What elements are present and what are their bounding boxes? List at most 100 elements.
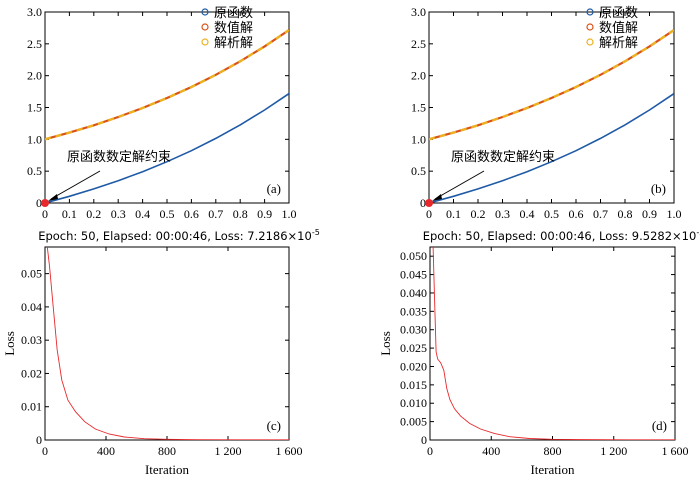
x-tick-label: 0 xyxy=(42,444,48,458)
y-tick-label: 0.020 xyxy=(400,359,427,373)
x-tick-label: 0.5 xyxy=(544,207,559,221)
y-tick-label: 0.015 xyxy=(400,378,427,392)
x-tick-label: 0 xyxy=(426,207,432,221)
axes-frame xyxy=(45,247,289,440)
legend-entry: 数值解 xyxy=(599,20,638,36)
x-tick-label: 0.7 xyxy=(208,207,223,221)
y-tick-label: 0 xyxy=(421,433,427,447)
x-tick-label: 0.3 xyxy=(111,207,126,221)
y-tick-label: 1.0 xyxy=(411,132,426,146)
y-tick-label: 2.0 xyxy=(27,69,42,83)
x-tick-label: 0.4 xyxy=(520,207,535,221)
y-tick-label: 2.5 xyxy=(27,37,42,51)
x-tick-label: 0.3 xyxy=(495,207,510,221)
panel-label: (d) xyxy=(652,418,667,433)
legend-entry: 原函数 xyxy=(214,6,253,21)
y-tick-label: 0.03 xyxy=(21,333,42,347)
y-tick-label: 0.050 xyxy=(400,249,427,263)
constraint-point xyxy=(425,199,433,207)
y-tick-label: 0.5 xyxy=(411,164,426,178)
legend-marker xyxy=(202,39,208,45)
panel-label: (b) xyxy=(651,181,666,196)
y-tick-label: 0.035 xyxy=(400,304,427,318)
y-tick-label: 3.0 xyxy=(411,5,426,19)
x-tick-label: 0.2 xyxy=(471,207,486,221)
y-axis-label: Loss xyxy=(2,331,17,356)
x-tick-label: 0.2 xyxy=(86,207,101,221)
y-tick-label: 0 xyxy=(36,433,42,447)
series-line-1 xyxy=(429,94,674,203)
x-axis-label: Iteration xyxy=(145,462,190,477)
series-line-1 xyxy=(45,94,289,203)
panel-label: (c) xyxy=(267,418,281,433)
legend-entry: 原函数 xyxy=(599,6,638,21)
y-tick-label: 0.01 xyxy=(21,400,42,414)
x-axis-label: Iteration xyxy=(530,462,575,477)
x-tick-label: 0 xyxy=(42,207,48,221)
x-tick-label: 0.8 xyxy=(233,207,248,221)
y-tick-label: 3.0 xyxy=(27,5,42,19)
y-tick-label: 0.5 xyxy=(27,164,42,178)
annotation-text: 原函数数定解约束 xyxy=(451,150,555,165)
x-tick-label: 0.1 xyxy=(62,207,77,221)
legend-marker xyxy=(587,39,593,45)
caption-exponent: -5 xyxy=(312,228,320,237)
legend-marker xyxy=(587,24,593,30)
y-tick-label: 0.04 xyxy=(21,300,42,314)
x-tick-label: 0 xyxy=(427,444,433,458)
caption-text: Epoch: 50, Elapsed: 00:00:46, Loss: 7.21… xyxy=(38,229,312,243)
y-tick-label: 0.045 xyxy=(400,268,427,282)
panel-caption: Epoch: 50, Elapsed: 00:00:46, Loss: 9.52… xyxy=(423,228,700,243)
x-tick-label: 1 200 xyxy=(215,444,242,458)
legend-entry: 解析解 xyxy=(599,36,638,51)
y-tick-label: 0.010 xyxy=(400,396,427,410)
x-tick-label: 0.9 xyxy=(642,207,657,221)
caption-exponent: -5 xyxy=(696,228,700,237)
x-tick-label: 1.0 xyxy=(667,207,682,221)
chart-panel-3: 0 400 800 1 200 1 600 0 0.01 0.02 0.03 0.04 0.05 (c… xyxy=(2,247,303,477)
x-tick-label: 800 xyxy=(158,444,176,458)
x-tick-label: 0.4 xyxy=(135,207,150,221)
x-tick-label: 1 600 xyxy=(276,444,303,458)
y-tick-label: 0.02 xyxy=(21,366,42,380)
y-tick-label: 0.005 xyxy=(400,415,427,429)
legend-entry: 数值解 xyxy=(214,20,253,36)
y-tick-label: 1.5 xyxy=(27,101,42,115)
x-tick-label: 800 xyxy=(544,444,562,458)
y-tick-label: 0.025 xyxy=(400,341,427,355)
series-line-1 xyxy=(47,247,289,440)
caption-text: Epoch: 50, Elapsed: 00:00:46, Loss: 9.52… xyxy=(423,229,697,243)
x-tick-label: 400 xyxy=(97,444,115,458)
y-tick-label: 2.5 xyxy=(411,37,426,51)
x-tick-label: 1.0 xyxy=(282,207,297,221)
x-tick-label: 0.6 xyxy=(184,207,199,221)
x-tick-label: 0.9 xyxy=(257,207,272,221)
x-tick-label: 0.7 xyxy=(593,207,608,221)
panel-caption: Epoch: 50, Elapsed: 00:00:46, Loss: 7.21… xyxy=(38,228,320,243)
axes-frame xyxy=(430,247,675,440)
legend-entry: 解析解 xyxy=(214,36,253,51)
chart-panel-4: 0 400 800 1 200 1 600 0 0.005 0.010 0.015 0.020 0.… xyxy=(378,247,689,477)
y-tick-label: 2.0 xyxy=(411,69,426,83)
constraint-point xyxy=(41,199,49,207)
x-tick-label: 0.1 xyxy=(446,207,461,221)
annotation-text: 原函数数定解约束 xyxy=(67,150,171,165)
y-tick-label: 0.05 xyxy=(21,267,42,281)
y-axis-label: Loss xyxy=(378,331,393,356)
y-tick-label: 1.5 xyxy=(411,101,426,115)
legend-marker xyxy=(202,24,208,30)
panel-label: (a) xyxy=(267,181,281,196)
x-tick-label: 0.8 xyxy=(618,207,633,221)
x-tick-label: 1 200 xyxy=(600,444,627,458)
x-tick-label: 0.6 xyxy=(569,207,584,221)
series-line-1 xyxy=(433,247,675,440)
x-tick-label: 400 xyxy=(482,444,500,458)
y-tick-label: 0.040 xyxy=(400,286,427,300)
y-tick-label: 0.030 xyxy=(400,323,427,337)
y-tick-label: 1.0 xyxy=(27,132,42,146)
x-tick-label: 1 600 xyxy=(662,444,689,458)
